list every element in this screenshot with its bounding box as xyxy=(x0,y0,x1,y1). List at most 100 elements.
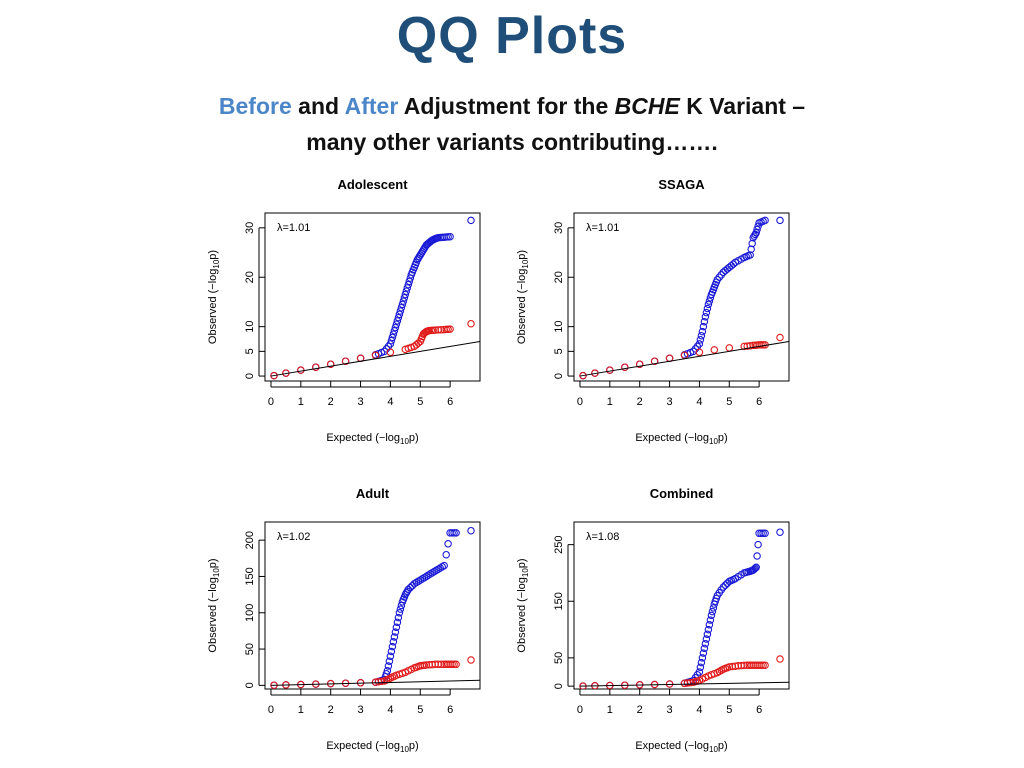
y-tick-label: 0 xyxy=(244,373,256,379)
y-tick-label: 10 xyxy=(553,321,565,333)
subtitle-rest2: K Variant – xyxy=(679,93,806,119)
y-tick-label: 5 xyxy=(244,348,256,354)
before-point xyxy=(387,336,396,345)
x-tick-label: 4 xyxy=(387,704,393,716)
y-tick-label: 30 xyxy=(244,222,256,234)
before-point xyxy=(386,652,395,661)
x-tick-label: 5 xyxy=(417,396,423,408)
before-point xyxy=(467,216,475,225)
before-point xyxy=(695,668,704,676)
after-point xyxy=(650,357,659,365)
after-point xyxy=(761,661,769,669)
after-point xyxy=(746,342,754,350)
x-tick-label: 1 xyxy=(607,704,613,716)
y-tick-label: 50 xyxy=(244,643,256,655)
lambda-label: λ=1.01 xyxy=(586,222,619,234)
before-point xyxy=(702,635,711,643)
before-point xyxy=(704,625,713,634)
x-tick-label: 3 xyxy=(357,396,363,408)
y-tick-label: 100 xyxy=(244,604,256,622)
before-point xyxy=(389,638,398,646)
before-point xyxy=(444,540,452,548)
y-tick-label: 10 xyxy=(244,321,256,333)
before-point xyxy=(754,540,762,549)
x-tick-label: 4 xyxy=(387,396,393,408)
x-tick-label: 0 xyxy=(577,704,583,716)
before-point xyxy=(390,327,399,335)
before-point xyxy=(448,529,456,537)
before-point xyxy=(699,322,708,331)
before-point xyxy=(446,232,454,241)
after-point xyxy=(725,344,734,352)
before-point xyxy=(406,583,415,592)
x-tick-label: 5 xyxy=(726,704,732,716)
plot-area xyxy=(270,216,480,380)
x-tick-label: 5 xyxy=(417,704,423,716)
plot-frame xyxy=(264,521,481,690)
after-point xyxy=(448,660,456,669)
plot-title: Adult xyxy=(356,486,390,501)
after-point xyxy=(686,678,695,687)
after-point xyxy=(341,357,350,365)
x-tick-label: 3 xyxy=(666,704,672,716)
before-point xyxy=(404,280,413,289)
y-tick-label: 0 xyxy=(553,373,565,379)
y-tick-label: 20 xyxy=(244,271,256,283)
after-point xyxy=(776,333,784,342)
qq-panel-ssaga: SSAGA λ=1.01 0 1 2 3 4 5 6 0 5 10 20 30 Expected (−log… xyxy=(516,177,790,446)
x-tick-label: 3 xyxy=(666,396,672,408)
before-point xyxy=(388,333,397,342)
after-point xyxy=(759,661,767,669)
before-point xyxy=(467,526,475,535)
plot-frame xyxy=(573,212,790,382)
x-axis-label: Expected (−log10p) xyxy=(326,740,418,754)
y-tick-label: 50 xyxy=(553,652,565,664)
x-tick-label: 1 xyxy=(298,704,304,716)
y-tick-label: 0 xyxy=(553,683,565,689)
before-point xyxy=(442,550,450,559)
after-point xyxy=(467,656,475,664)
plot-title: SSAGA xyxy=(658,177,705,192)
before-point xyxy=(452,529,460,537)
after-point xyxy=(621,363,629,371)
before-point xyxy=(700,317,709,326)
before-point xyxy=(700,644,709,653)
before-point xyxy=(401,290,410,299)
before-point xyxy=(450,529,458,537)
x-tick-label: 6 xyxy=(756,396,762,408)
x-tick-label: 4 xyxy=(696,396,702,408)
after-point xyxy=(606,366,614,374)
after-point xyxy=(740,661,748,670)
before-point xyxy=(757,529,765,538)
before-point xyxy=(753,552,761,560)
before-point xyxy=(708,607,717,616)
plot-frame xyxy=(573,521,790,690)
y-tick-label: 0 xyxy=(244,682,256,688)
x-tick-label: 3 xyxy=(357,704,363,716)
y-axis-label: Observed (−log10p) xyxy=(207,250,221,344)
subtitle-gene: BCHE xyxy=(614,93,680,119)
before-point xyxy=(440,561,448,570)
after-point xyxy=(297,366,305,374)
before-point xyxy=(759,529,767,538)
before-point xyxy=(384,662,393,670)
before-point xyxy=(696,663,705,672)
qq-panel-adult: Adult λ=1.02 0 1 2 3 4 5 6 0 50 100 150 200 Expected (… xyxy=(207,486,481,754)
qq-panel-combined: Combined λ=1.08 0 1 2 3 4 5 6 0 50 150 250 Expected (… xyxy=(516,486,790,754)
y-tick-label: 150 xyxy=(553,592,565,610)
plot-frame xyxy=(264,212,481,382)
subtitle-line2: many other variants contributing……. xyxy=(306,129,718,155)
x-tick-label: 6 xyxy=(447,704,453,716)
before-point xyxy=(387,647,396,656)
before-point xyxy=(403,284,412,292)
plot-area xyxy=(579,528,789,689)
before-point xyxy=(391,628,400,636)
before-point xyxy=(705,297,714,305)
before-point xyxy=(388,642,397,651)
after-point xyxy=(635,360,644,368)
y-axis-label: Observed (−log10p) xyxy=(516,250,530,344)
before-point xyxy=(699,649,708,657)
subtitle-and: and xyxy=(291,93,345,119)
x-axis-label: Expected (−log10p) xyxy=(635,740,727,754)
